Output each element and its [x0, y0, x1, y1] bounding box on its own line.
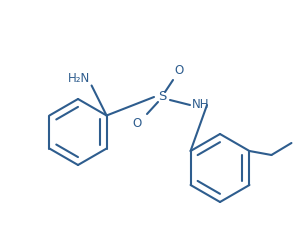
Text: H₂N: H₂N — [68, 72, 91, 85]
Text: NH: NH — [192, 98, 210, 112]
Text: O: O — [133, 117, 142, 130]
Text: S: S — [158, 91, 166, 103]
Text: O: O — [174, 64, 183, 77]
